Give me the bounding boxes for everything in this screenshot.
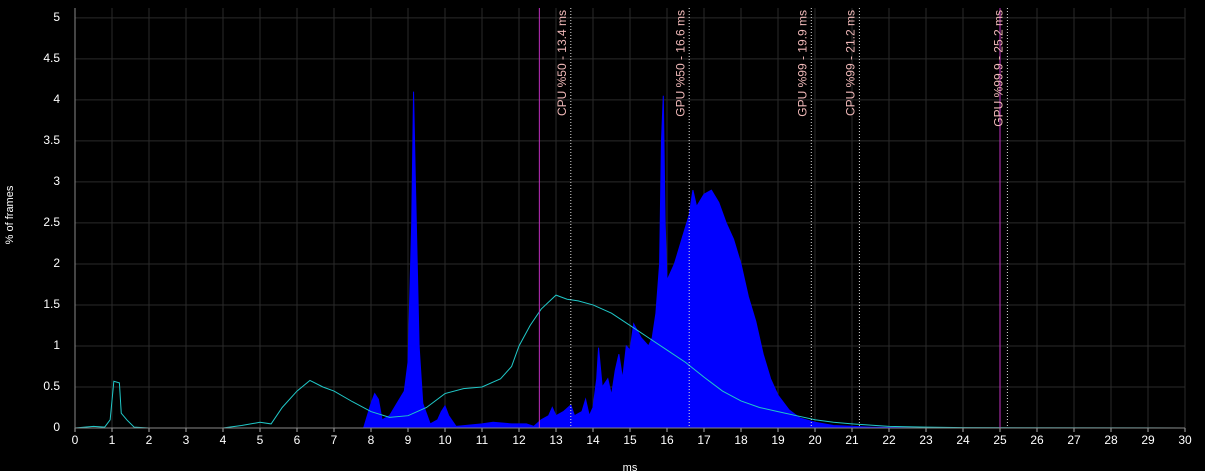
x-tick-label: 11	[476, 433, 489, 447]
x-tick-label: 28	[1104, 433, 1118, 447]
marker-label: GPU %50 - 16.6 ms	[673, 10, 687, 117]
x-tick-label: 8	[368, 433, 375, 447]
y-tick-label: 3	[53, 174, 60, 188]
x-tick-label: 30	[1178, 433, 1192, 447]
x-tick-label: 16	[660, 433, 674, 447]
x-tick-label: 5	[257, 433, 264, 447]
x-tick-label: 7	[331, 433, 338, 447]
y-tick-label: 3.5	[43, 133, 60, 147]
x-tick-label: 25	[993, 433, 1007, 447]
x-tick-label: 4	[220, 433, 227, 447]
y-tick-label: 4.5	[43, 51, 60, 65]
x-tick-label: 13	[549, 433, 563, 447]
marker-label: CPU %99 - 21.2 ms	[844, 10, 858, 116]
x-tick-label: 21	[845, 433, 859, 447]
x-tick-label: 23	[919, 433, 933, 447]
x-tick-label: 17	[697, 433, 711, 447]
x-tick-label: 1	[109, 433, 116, 447]
x-tick-label: 20	[808, 433, 822, 447]
x-tick-label: 6	[294, 433, 301, 447]
marker-label: CPU %50 - 13.4 ms	[555, 10, 569, 116]
y-tick-label: 2	[53, 256, 60, 270]
x-tick-label: 29	[1141, 433, 1155, 447]
x-axis-label: ms	[623, 462, 638, 471]
x-tick-label: 14	[586, 433, 600, 447]
x-tick-label: 15	[623, 433, 637, 447]
gpu-area	[75, 91, 1185, 429]
x-tick-label: 26	[1030, 433, 1044, 447]
x-tick-label: 27	[1067, 433, 1081, 447]
y-tick-label: 2.5	[43, 215, 60, 229]
x-tick-label: 0	[72, 433, 79, 447]
y-tick-label: 1	[53, 338, 60, 352]
marker-label: GPU %99.9 - 25.2 ms	[992, 10, 1006, 127]
x-tick-label: 3	[183, 433, 190, 447]
y-tick-label: 4	[53, 92, 60, 106]
x-tick-label: 18	[734, 433, 748, 447]
x-tick-label: 2	[146, 433, 153, 447]
x-tick-label: 9	[405, 433, 412, 447]
y-tick-label: 1.5	[43, 297, 60, 311]
y-tick-label: 0.5	[43, 379, 60, 393]
x-tick-label: 12	[512, 433, 526, 447]
x-tick-label: 19	[771, 433, 785, 447]
y-tick-label: 5	[53, 10, 60, 24]
y-axis-label: % of frames	[4, 185, 16, 244]
marker-label: GPU %99 - 19.9 ms	[795, 10, 809, 117]
y-tick-label: 0	[53, 420, 60, 434]
x-tick-label: 22	[882, 433, 896, 447]
x-tick-label: 24	[956, 433, 970, 447]
x-tick-label: 10	[438, 433, 452, 447]
